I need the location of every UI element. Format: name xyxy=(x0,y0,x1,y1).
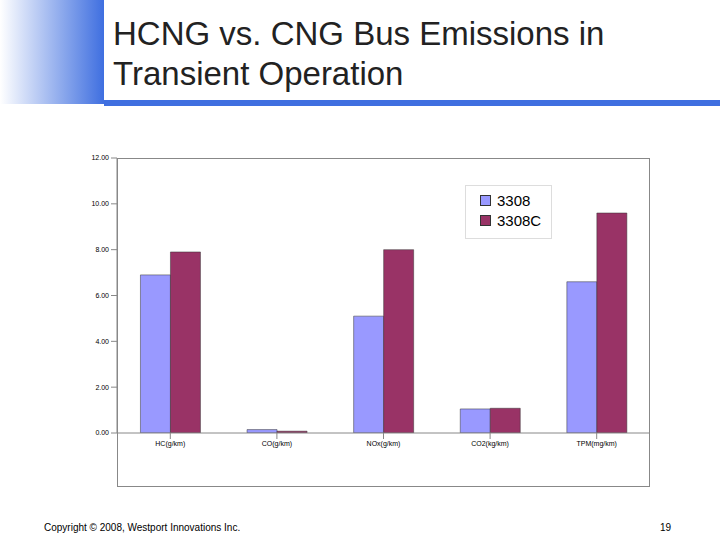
svg-text:TPM(mg/km): TPM(mg/km) xyxy=(576,440,616,448)
svg-text:CO(g/km): CO(g/km) xyxy=(262,440,292,448)
svg-text:12.00: 12.00 xyxy=(91,154,109,161)
svg-text:NOx(g/km): NOx(g/km) xyxy=(367,440,401,448)
html-text:19: 19 xyxy=(660,522,672,533)
svg-text:0.00: 0.00 xyxy=(95,429,109,436)
html-text:Copyright © 2008, Westport Inn: Copyright © 2008, Westport Innovations I… xyxy=(44,522,241,533)
html-text:3308C: 3308C xyxy=(497,212,542,229)
svg-text:10.00: 10.00 xyxy=(91,200,109,207)
svg-text:HC(g/km): HC(g/km) xyxy=(155,440,185,448)
html-text:HCNG vs. CNG Bus Emissions in: HCNG vs. CNG Bus Emissions in Transient … xyxy=(113,15,605,92)
html-text:3308: 3308 xyxy=(497,192,531,209)
svg-text:4.00: 4.00 xyxy=(95,338,109,345)
svg-text:8.00: 8.00 xyxy=(95,246,109,253)
svg-text:2.00: 2.00 xyxy=(95,384,109,391)
svg-text:6.00: 6.00 xyxy=(95,292,109,299)
svg-text:CO2(kg/km): CO2(kg/km) xyxy=(471,440,509,448)
